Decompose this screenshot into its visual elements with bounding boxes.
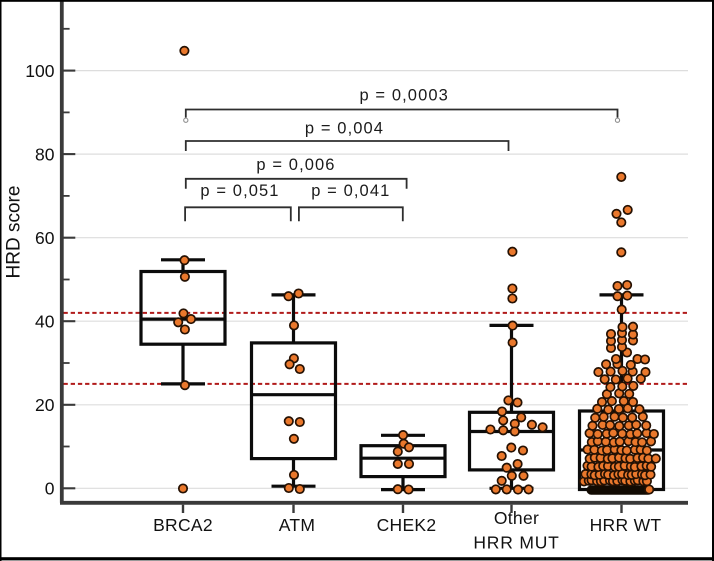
svg-text:Other: Other [494,508,539,528]
svg-text:HRD score: HRD score [4,186,25,279]
svg-text:40: 40 [35,311,55,331]
svg-text:p = 0,004: p = 0,004 [305,119,384,137]
svg-text:p = 0,041: p = 0,041 [311,182,390,200]
svg-text:ATM: ATM [279,515,316,535]
svg-text:p = 0,051: p = 0,051 [200,182,279,200]
svg-text:0: 0 [45,479,55,499]
svg-text:60: 60 [35,228,55,248]
svg-text:20: 20 [35,395,55,415]
svg-text:BRCA2: BRCA2 [153,515,213,535]
svg-text:80: 80 [35,144,55,164]
svg-text:p = 0,006: p = 0,006 [256,156,335,174]
svg-text:p = 0,0003: p = 0,0003 [359,87,448,105]
svg-text:CHEK2: CHEK2 [377,515,437,535]
svg-text:HRR MUT: HRR MUT [473,533,559,553]
svg-text:HRR WT: HRR WT [590,515,662,535]
svg-text:100: 100 [25,61,54,81]
